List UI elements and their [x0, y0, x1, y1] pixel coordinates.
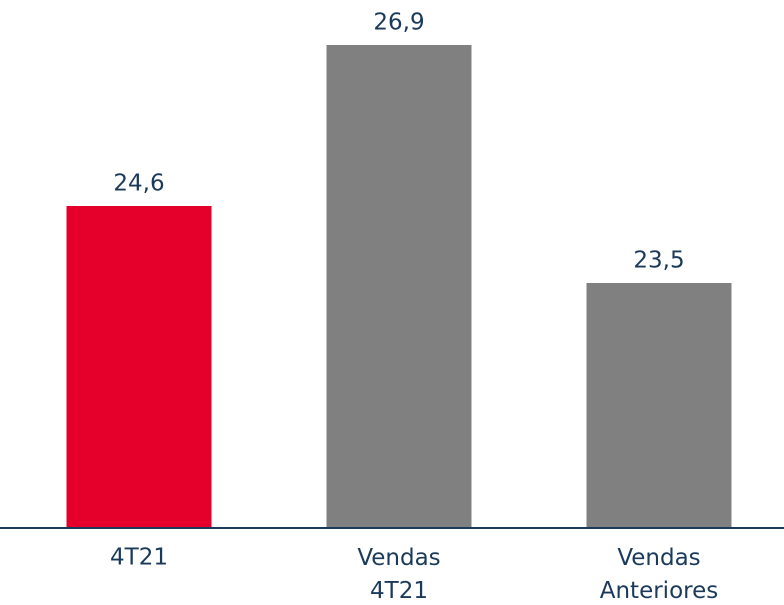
bar [326, 45, 472, 528]
x-tick-label: Vendas Anteriores [600, 545, 718, 604]
x-tick-label: Vendas 4T21 [357, 545, 440, 604]
value-label: 26,9 [373, 10, 424, 36]
x-tick-label: 4T21 [110, 545, 168, 571]
value-label: 24,6 [113, 171, 164, 197]
value-label: 23,5 [633, 248, 684, 274]
bar [586, 283, 732, 528]
bar [66, 206, 212, 528]
